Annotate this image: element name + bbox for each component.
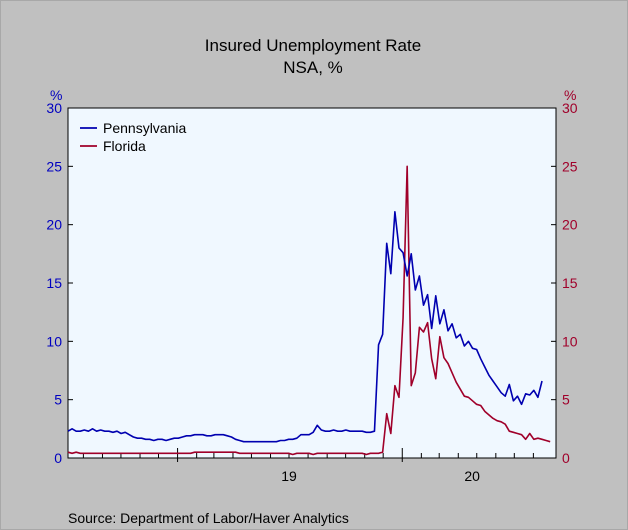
left-tick-label: 5 (54, 392, 62, 408)
right-tick-label: 30 (562, 100, 578, 116)
right-tick-label: 5 (562, 392, 570, 408)
right-tick-label: 20 (562, 217, 578, 233)
left-tick-label: 25 (46, 158, 62, 174)
series-line-florida (67, 165, 551, 456)
left-tick-label: 10 (46, 333, 62, 349)
x-axis: 19 20 (82, 448, 534, 484)
right-axis: 0 5 10 15 20 25 30 (551, 100, 578, 466)
left-axis-unit: % (50, 87, 62, 103)
left-tick-label: 15 (46, 275, 62, 291)
legend-label-florida: Florida (103, 138, 146, 154)
legend-label-pennsylvania: Pennsylvania (103, 120, 186, 136)
right-axis-unit: % (564, 87, 576, 103)
x-tick-label: 19 (281, 468, 297, 484)
right-tick-label: 0 (562, 450, 570, 466)
right-tick-label: 10 (562, 333, 578, 349)
x-tick-label: 20 (464, 468, 480, 484)
series-line-pennsylvania (67, 211, 543, 443)
source-note: Source: Department of Labor/Haver Analyt… (68, 510, 349, 526)
right-tick-label: 25 (562, 158, 578, 174)
left-tick-label: 20 (46, 217, 62, 233)
left-axis: 0 5 10 15 20 25 30 (46, 100, 73, 466)
left-tick-label: 30 (46, 100, 62, 116)
left-tick-label: 0 (54, 450, 62, 466)
chart-subtitle: NSA, % (283, 58, 343, 77)
series-layer (67, 165, 551, 456)
plot-area (67, 107, 557, 459)
right-tick-label: 15 (562, 275, 578, 291)
legend: Pennsylvania Florida (80, 120, 186, 154)
chart-title: Insured Unemployment Rate (205, 36, 421, 55)
